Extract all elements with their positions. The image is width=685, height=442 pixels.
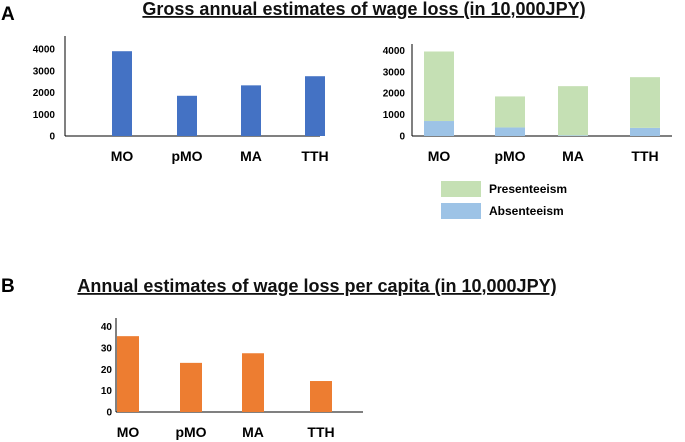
gross-total-ytick-label: 0: [49, 132, 55, 143]
per-capita-ytick-label: 40: [101, 322, 113, 333]
gross-total-bar-tth: [305, 76, 325, 136]
gross-stacked-xtick-label: TTH: [631, 148, 658, 164]
gross-stacked-ytick-label: 4000: [383, 46, 406, 57]
gross-stacked-bar-presenteeism-tth: [630, 77, 660, 128]
per-capita-ytick-label: 0: [106, 408, 112, 419]
gross-stacked-ytick-label: 3000: [383, 67, 406, 78]
gross-total-xtick-label: MO: [111, 148, 134, 164]
per-capita-bar-ma: [242, 353, 264, 412]
gross-stacked-bar-absenteeism-ma: [558, 135, 588, 136]
gross-stacked-xtick-label: MA: [562, 148, 584, 164]
gross-total-xtick-label: MA: [240, 148, 262, 164]
legend-label-presenteeism: Presenteeism: [489, 182, 567, 196]
per-capita-bar-pmo: [180, 362, 202, 412]
panel-b-letter: B: [1, 276, 15, 297]
gross-stacked-bar-presenteeism-mo: [424, 51, 454, 122]
gross-total-ytick-label: 1000: [33, 110, 56, 121]
per-capita-chart: 0 10 20 30 40 MO pMO MA TTH: [101, 318, 363, 440]
per-capita-xtick-label: pMO: [175, 424, 206, 440]
gross-stacked-bar-presenteeism-ma: [558, 86, 588, 136]
panel-a-title: Gross annual estimates of wage loss (in …: [142, 0, 585, 19]
per-capita-xtick-label: MA: [242, 424, 264, 440]
gross-stacked-ytick-label: 0: [399, 132, 405, 143]
per-capita-ytick-label: 10: [101, 386, 113, 397]
gross-total-bar-pmo: [177, 95, 197, 136]
gross-stacked-ytick-label: 2000: [383, 89, 406, 100]
gross-total-ytick-label: 4000: [33, 45, 56, 56]
gross-stacked-bar-absenteeism-tth: [630, 127, 660, 136]
per-capita-ytick-label: 20: [101, 365, 113, 376]
per-capita-xtick-label: TTH: [307, 424, 334, 440]
gross-stacked-legend: Presenteeism Absenteeism: [441, 181, 567, 219]
gross-stacked-ytick-label: 1000: [383, 110, 406, 121]
per-capita-bar-tth: [310, 381, 332, 412]
legend-swatch-presenteeism: [441, 181, 481, 197]
gross-total-xtick-label: TTH: [301, 148, 328, 164]
panel-b-title: Annual estimates of wage loss per capita…: [77, 276, 556, 296]
per-capita-ytick-label: 30: [101, 343, 113, 354]
gross-total-chart: 0 1000 2000 3000 4000 MO pMO MA TTH: [33, 36, 329, 164]
per-capita-xtick-label: MO: [117, 424, 140, 440]
gross-stacked-xtick-label: MO: [428, 148, 451, 164]
gross-stacked-bar-presenteeism-pmo: [495, 96, 525, 128]
legend-swatch-absenteeism: [441, 203, 481, 219]
panel-a-letter: A: [1, 4, 15, 25]
gross-stacked-chart: 0 1000 2000 3000 4000 MO pMO MA TTH: [383, 44, 672, 164]
gross-stacked-xtick-label: pMO: [494, 148, 525, 164]
legend-label-absenteeism: Absenteeism: [489, 204, 564, 218]
gross-total-bar-mo: [112, 51, 132, 136]
gross-stacked-bar-absenteeism-pmo: [495, 127, 525, 136]
gross-total-ytick-label: 3000: [33, 66, 56, 77]
gross-stacked-bar-absenteeism-mo: [424, 121, 454, 136]
gross-total-xtick-label: pMO: [171, 148, 202, 164]
per-capita-bar-mo: [117, 336, 139, 412]
gross-total-ytick-label: 2000: [33, 88, 56, 99]
gross-total-bar-ma: [241, 85, 261, 136]
